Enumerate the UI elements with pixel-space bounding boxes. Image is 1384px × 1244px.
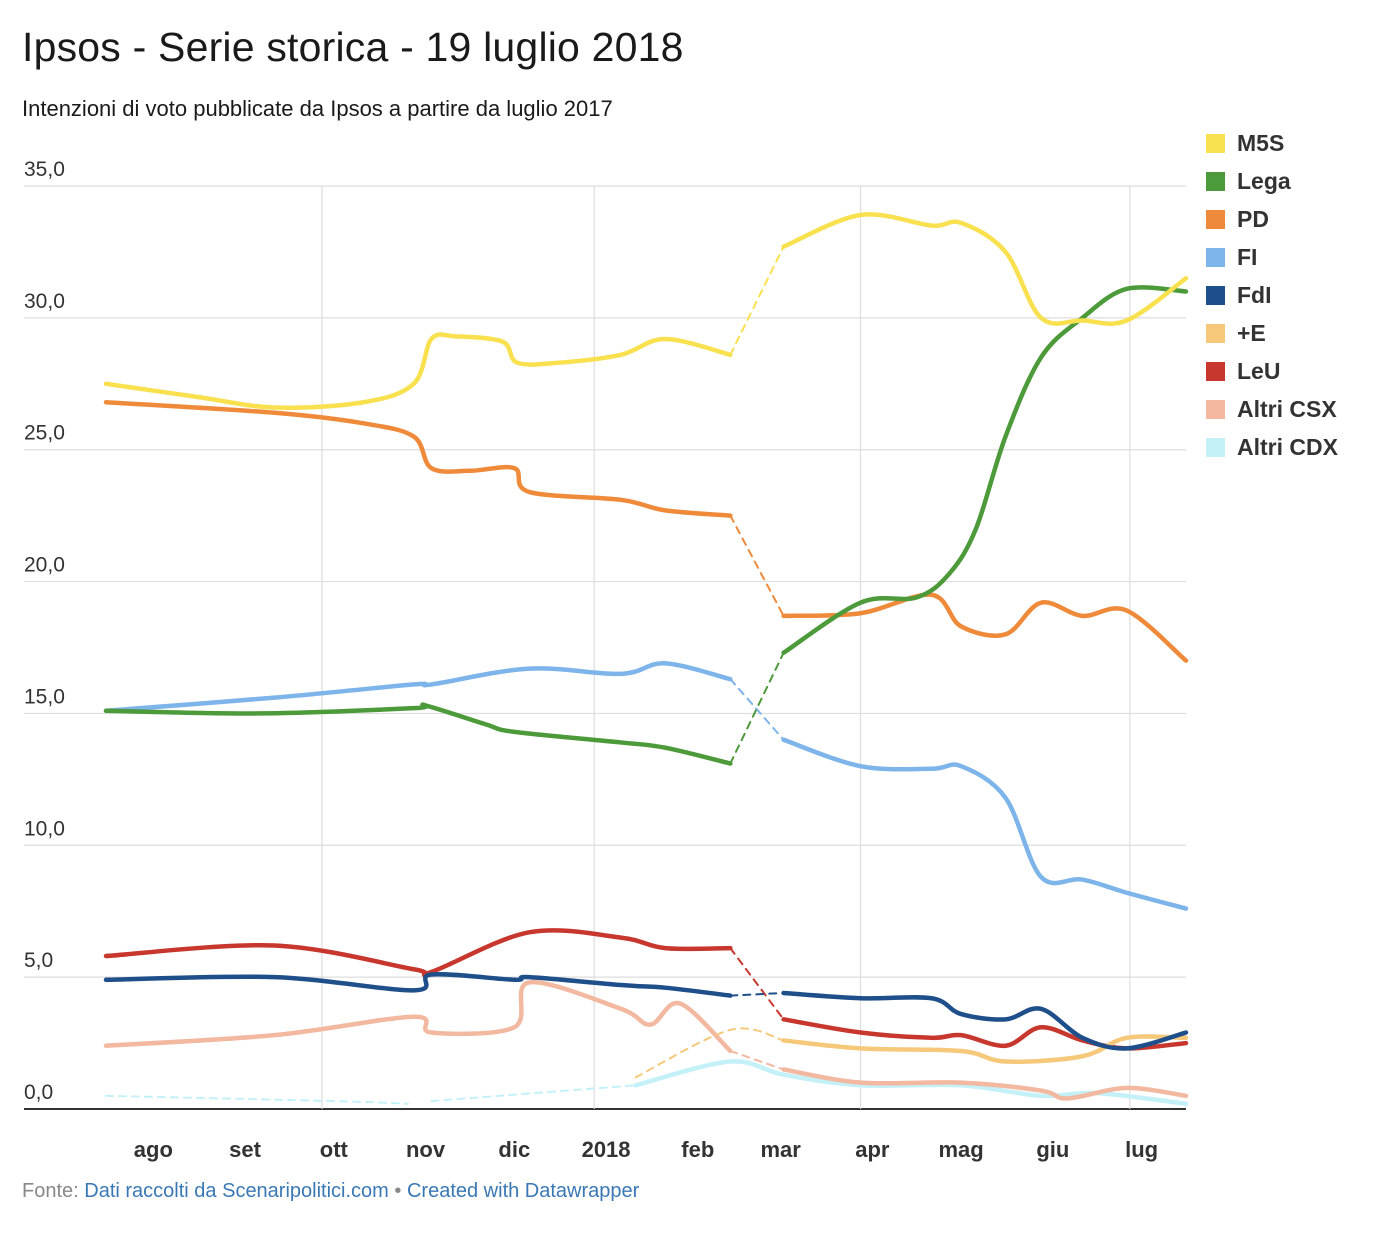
series-line-fi [729,678,785,741]
series-lega [103,285,1189,766]
series-leu [103,928,1189,1051]
x-tick-label: nov [406,1137,446,1162]
legend-item-altri-cdx: Altri CDX [1206,428,1338,466]
datawrapper-link[interactable]: Created with Datawrapper [406,1180,640,1202]
x-tick-label: dic [498,1137,530,1162]
y-tick-label: 20,0 [24,554,65,577]
axis-labels: 0,0 5,0 10,0 15,0 20,0 25,0 30,0 35,0 ago set ott n… [24,158,1158,1162]
series-line-altri-csx [103,979,733,1054]
x-tick-label: set [229,1137,261,1162]
legend-swatch [1206,361,1225,381]
series-line-fdi [729,991,785,997]
legend-label: M5S [1237,129,1285,156]
y-tick-label: 5,0 [24,949,53,972]
legend-item-altri-csx: Altri CSX [1206,390,1338,428]
legend-swatch [1206,285,1225,305]
y-tick-label: 10,0 [24,817,65,840]
series-line-m5s [781,212,1189,326]
y-tick-label: 15,0 [24,685,65,708]
series-altri-csx [103,979,1189,1101]
series-line-leu [103,928,733,978]
legend-swatch [1206,437,1225,457]
legend-item--e: +E [1206,314,1338,352]
x-tick-label: mar [760,1137,801,1162]
y-tick-label: 25,0 [24,422,65,445]
series-line-fdi [781,990,1189,1051]
source-link[interactable]: Dati raccolti da Scenaripolitici.com [84,1180,389,1202]
legend-item-pd: PD [1206,200,1338,238]
series-line-fi [781,737,1189,911]
chart-title: Ipsos - Serie storica - 19 luglio 2018 [22,24,684,70]
series-line-pd [103,399,733,518]
legend-label: Lega [1237,167,1291,194]
series-line-lega [781,285,1189,656]
y-tick-label: 35,0 [24,158,65,181]
legend-item-lega: Lega [1206,162,1338,200]
footer: Fonte: Dati raccolti da Scenaripolitici.… [22,1180,639,1203]
series-line-pd [729,514,785,617]
legend-item-leu: LeU [1206,352,1338,390]
series-line-lega [103,702,733,766]
legend-label: FI [1237,243,1258,270]
series-line-m5s [729,245,785,356]
series-line-altri-cdx [105,1094,409,1105]
y-tick-label: 30,0 [24,290,65,313]
x-tick-label: lug [1125,1137,1158,1162]
series-line-altri-cdx [430,1084,637,1103]
legend-item-fi: FI [1206,238,1338,276]
series-line-leu [729,947,785,1021]
series-line-altri-csx [729,1049,785,1071]
series-line-m5s [103,332,733,410]
legend-swatch [1206,171,1225,191]
footer-separator: • [394,1180,402,1202]
legend-swatch [1206,209,1225,229]
grid [24,185,1186,1110]
x-tick-label: ago [134,1137,173,1162]
legend: M5S Lega PD FI FdI +E LeU Altri CSX Altri CDX [1206,124,1338,466]
legend-label: Altri CDX [1237,433,1338,460]
legend-swatch [1206,133,1225,153]
series-pd [103,399,1189,663]
series-line-pd [781,592,1189,663]
x-tick-label: giu [1036,1137,1069,1162]
x-tick-label: mag [938,1137,983,1162]
series--e [634,1027,1189,1079]
series-line-fdi [103,971,733,998]
legend-label: PD [1237,205,1269,232]
series-lines [103,212,1189,1106]
legend-swatch [1206,323,1225,343]
series-line-altri-csx [781,1067,1189,1101]
series-line-fi [103,661,733,714]
series-line--e [781,1034,1189,1064]
chart-subtitle: Intenzioni di voto pubblicate da Ipsos a… [22,96,613,121]
legend-item-fdi: FdI [1206,276,1338,314]
series-fi [103,661,1189,911]
series-line-lega [729,651,785,765]
series-altri-cdx [105,1059,1189,1106]
legend-label: Altri CSX [1237,395,1337,422]
series-m5s [103,212,1189,410]
legend-swatch [1206,399,1225,419]
legend-swatch [1206,247,1225,267]
legend-label: +E [1237,319,1266,346]
legend-item-m5s: M5S [1206,124,1338,162]
y-tick-label: 0,0 [24,1081,53,1104]
x-tick-label: 2018 [582,1137,631,1162]
footer-prefix: Fonte: [22,1180,79,1202]
series-fdi [103,971,1189,1051]
x-tick-label: ott [320,1137,349,1162]
legend-label: FdI [1237,281,1272,308]
x-tick-label: apr [855,1137,890,1162]
series-line-leu [781,1017,1189,1051]
legend-label: LeU [1237,357,1281,384]
series-line--e [634,1027,785,1079]
x-tick-label: feb [681,1137,714,1162]
